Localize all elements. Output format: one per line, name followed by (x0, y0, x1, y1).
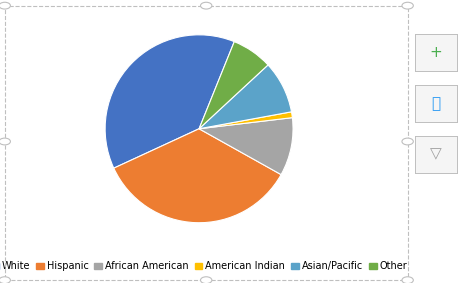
Wedge shape (199, 42, 268, 129)
Text: ▽: ▽ (430, 147, 442, 162)
Wedge shape (199, 112, 292, 129)
Wedge shape (105, 35, 234, 168)
Wedge shape (114, 129, 281, 223)
Wedge shape (199, 118, 293, 175)
Text: ⮺: ⮺ (431, 96, 441, 111)
Legend: White, Hispanic, African American, American Indian, Asian/Pacific, Other: White, Hispanic, African American, Ameri… (0, 258, 411, 275)
Text: +: + (430, 45, 442, 60)
Wedge shape (199, 65, 292, 129)
Title: Chart Title: Chart Title (152, 0, 246, 4)
